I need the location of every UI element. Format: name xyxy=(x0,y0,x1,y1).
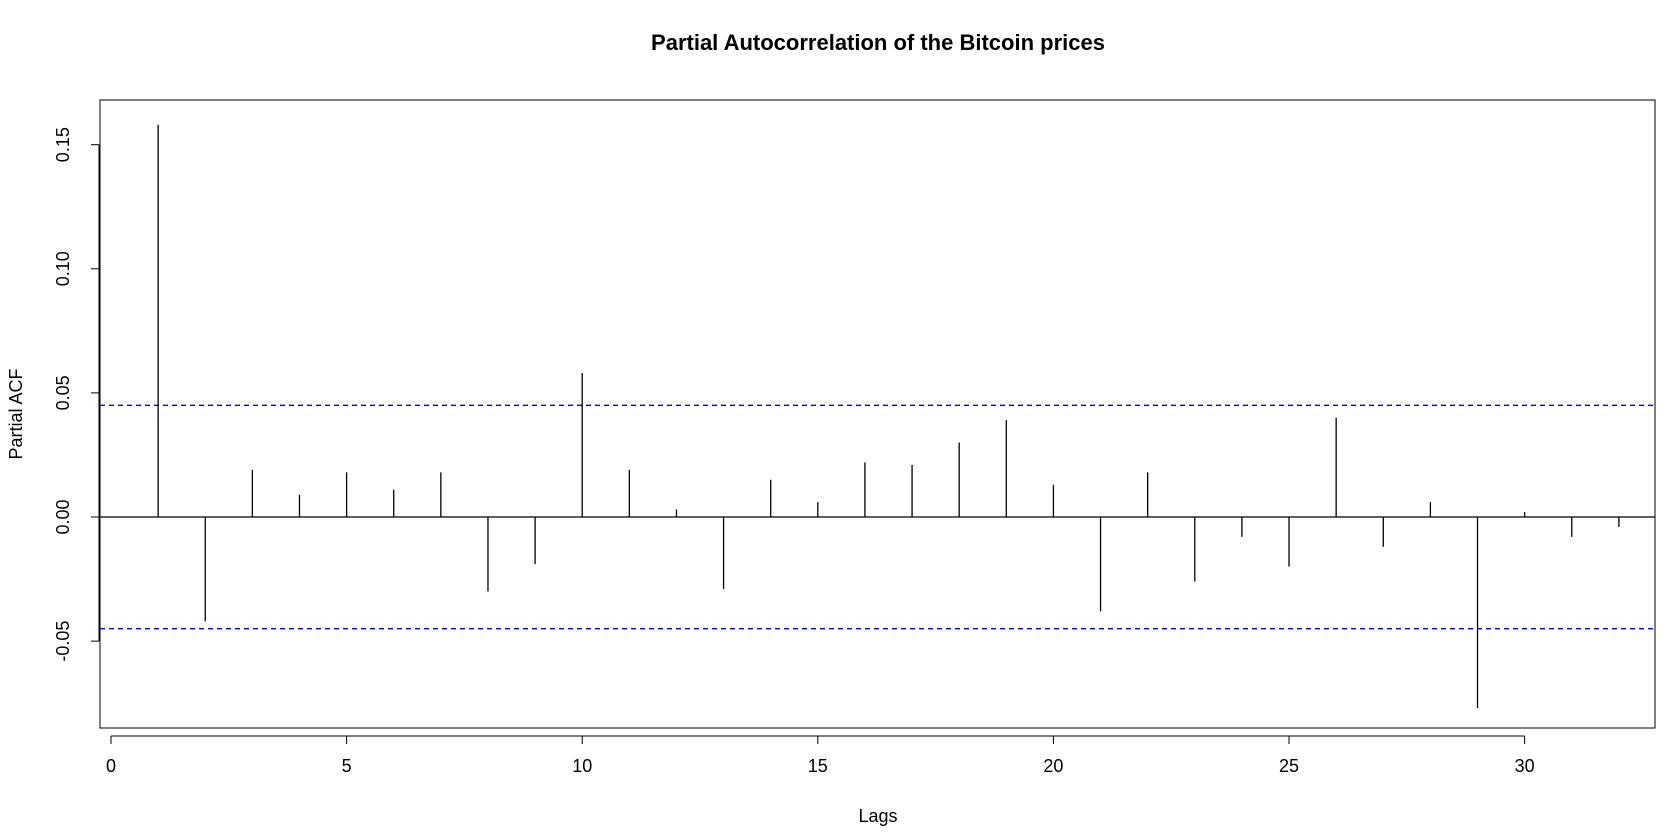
y-tick-label: 0.00 xyxy=(53,499,73,534)
y-tick-label: 0.05 xyxy=(53,375,73,410)
y-tick-label: -0.05 xyxy=(53,621,73,662)
y-axis-label: Partial ACF xyxy=(6,368,26,459)
x-tick-label: 30 xyxy=(1515,756,1535,776)
y-axis: -0.05 0.00 0.05 0.10 0.15 xyxy=(53,127,100,662)
confidence-bounds xyxy=(100,404,1655,630)
y-tick-label: 0.15 xyxy=(53,127,73,162)
x-axis-label: Lags xyxy=(858,806,897,826)
chart-title: Partial Autocorrelation of the Bitcoin p… xyxy=(651,30,1105,55)
x-tick-label: 10 xyxy=(572,756,592,776)
plot-frame xyxy=(99,99,1656,729)
x-axis: 0 5 10 15 20 25 30 xyxy=(106,735,1535,776)
x-tick-label: 20 xyxy=(1043,756,1063,776)
pacf-bars xyxy=(157,124,1620,709)
y-tick-label: 0.10 xyxy=(53,251,73,286)
x-tick-label: 25 xyxy=(1279,756,1299,776)
x-tick-label: 15 xyxy=(808,756,828,776)
x-tick-label: 0 xyxy=(106,756,116,776)
x-tick-label: 5 xyxy=(342,756,352,776)
